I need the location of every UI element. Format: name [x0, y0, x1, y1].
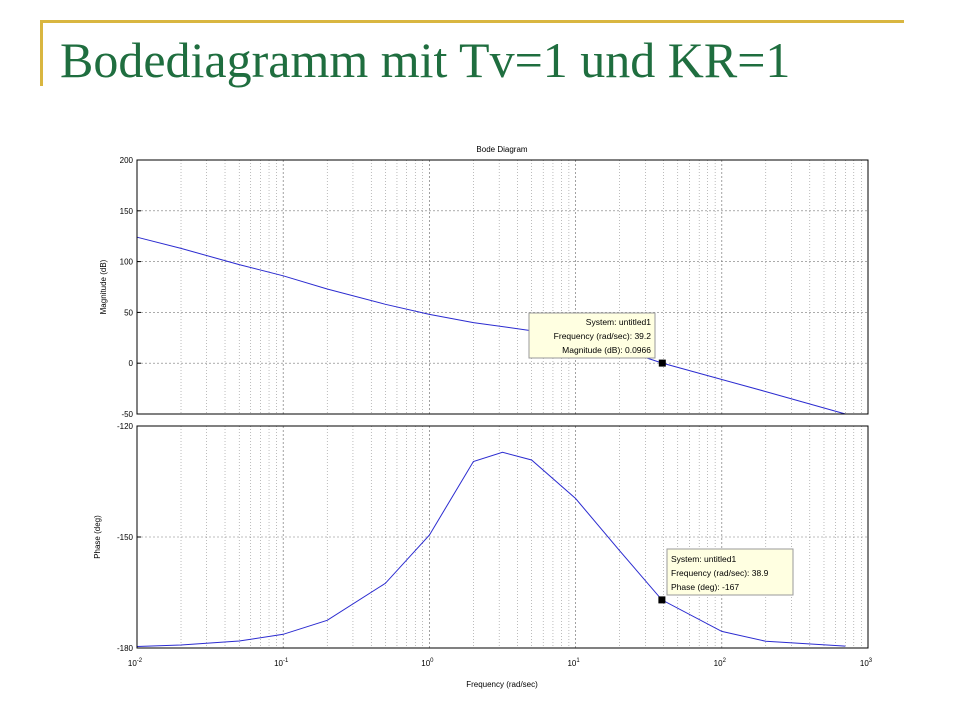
phase-datatip[interactable]: System: untitled1 Frequency (rad/sec): 3… [658, 548, 794, 604]
magnitude-y-tick-label: 200 [120, 156, 134, 165]
x-axis-label: Frequency (rad/sec) [466, 680, 538, 689]
phase-datatip-frequency: Frequency (rad/sec): 38.9 [671, 568, 769, 578]
phase-datatip-system: System: untitled1 [671, 554, 736, 564]
magnitude-datatip-frequency: Frequency (rad/sec): 39.2 [554, 331, 652, 341]
magnitude-datatip[interactable]: System: untitled1 Frequency (rad/sec): 3… [528, 312, 666, 367]
x-tick-label: 100 [421, 658, 434, 668]
magnitude-datatip-box [528, 312, 656, 359]
phase-datatip-box [666, 548, 794, 596]
magnitude-axes-frame [136, 159, 869, 415]
title-accent-horizontal [40, 20, 904, 23]
phase-datatip-marker[interactable] [658, 596, 666, 604]
phase-datatip-phase: Phase (deg): -167 [671, 582, 739, 592]
phase-y-tick-label: -120 [117, 422, 134, 431]
phase-y-axis-label: Phase (deg) [93, 515, 102, 559]
magnitude-series-line [136, 236, 846, 415]
magnitude-datatip-system: System: untitled1 [586, 317, 651, 327]
magnitude-y-tick-label: 0 [129, 359, 134, 368]
magnitude-y-tick-label: 150 [120, 207, 134, 216]
magnitude-y-axis-label: Magnitude (dB) [99, 259, 108, 314]
chart-title: Bode Diagram [476, 145, 527, 154]
x-tick-label: 10-1 [274, 658, 289, 668]
x-tick-label: 101 [567, 658, 580, 668]
x-tick-labels: 10-2 10-1 100 101 102 103 [128, 658, 873, 668]
magnitude-y-tick-label: 50 [124, 308, 133, 317]
slide-title: Bodediagramm mit Tv=1 und KR=1 [60, 32, 791, 88]
phase-grid [137, 426, 868, 648]
magnitude-y-tick-label: -50 [121, 410, 133, 419]
magnitude-grid [137, 160, 868, 414]
x-tick-label: 102 [714, 658, 727, 668]
magnitude-datatip-magnitude: Magnitude (dB): 0.0966 [562, 345, 651, 355]
x-tick-label: 103 [860, 658, 873, 668]
x-tick-label: 10-2 [128, 658, 143, 668]
phase-y-tick-label: -180 [117, 644, 134, 653]
phase-series-line [136, 451, 846, 647]
magnitude-datatip-marker[interactable] [658, 359, 666, 367]
phase-axes-frame [136, 425, 869, 649]
magnitude-plot-area [137, 160, 868, 414]
magnitude-y-tick-label: 100 [120, 258, 134, 267]
title-accent-vertical [40, 20, 43, 86]
phase-y-tick-label: -150 [117, 533, 134, 542]
